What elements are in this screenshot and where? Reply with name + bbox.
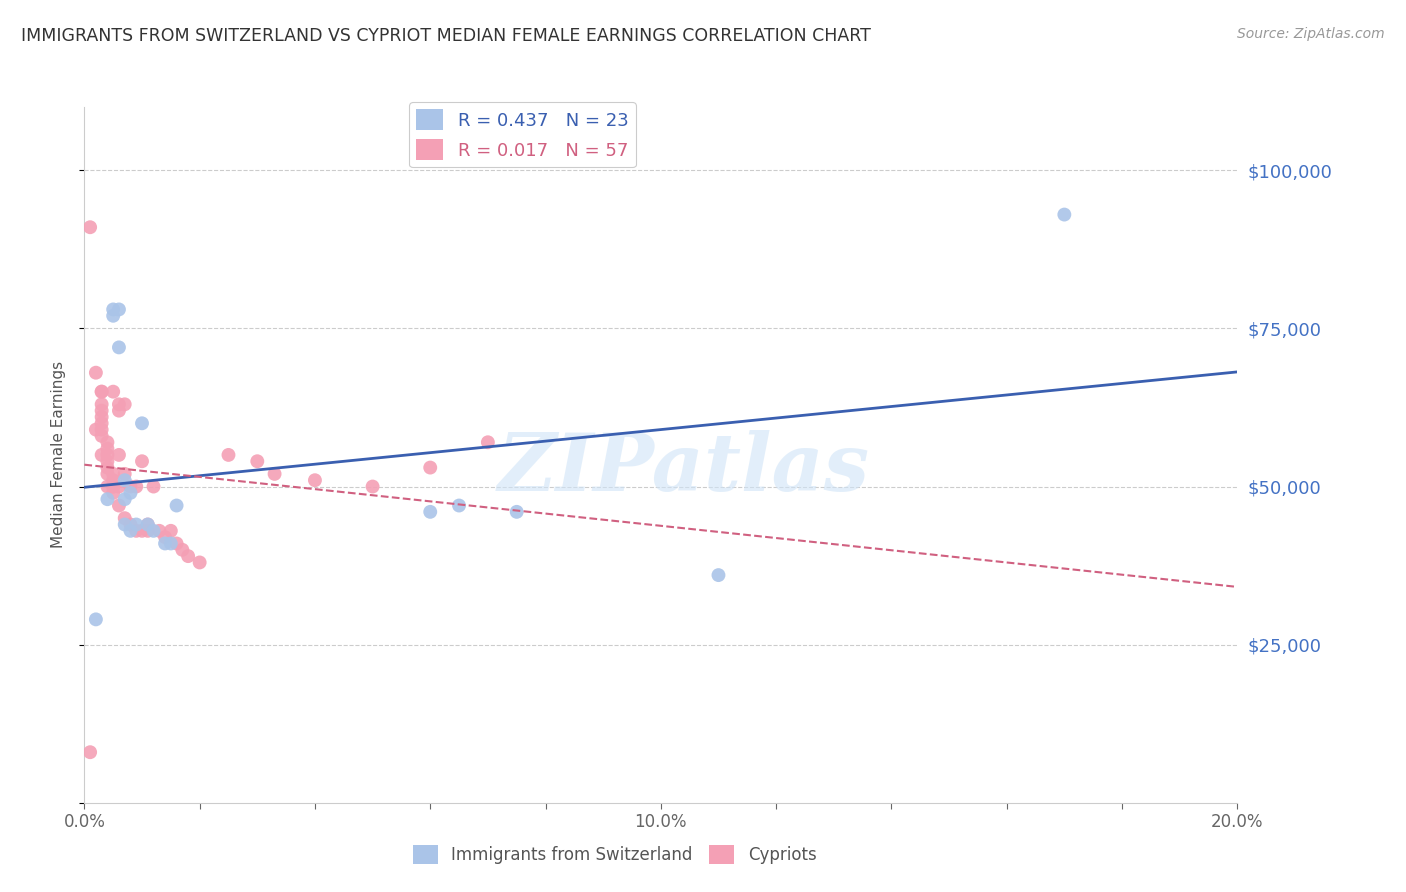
Point [90, 409, 112, 424]
Point [148, 524, 170, 538]
Point [90, 384, 112, 399]
Point [114, 511, 136, 525]
Point [90, 417, 112, 431]
Point [103, 384, 125, 399]
Point [103, 467, 125, 481]
Point [166, 499, 188, 513]
Point [90, 384, 112, 399]
Point [114, 467, 136, 481]
Point [153, 530, 176, 544]
Text: ZIPatlas: ZIPatlas [498, 430, 870, 508]
Point [506, 505, 529, 519]
Point [304, 473, 326, 487]
Point [96, 460, 118, 475]
Point [263, 467, 285, 481]
Y-axis label: Median Female Earnings: Median Female Earnings [51, 361, 66, 549]
Point [166, 536, 188, 550]
Point [84, 423, 107, 437]
Point [447, 499, 470, 513]
Point [103, 479, 125, 493]
Legend: Immigrants from Switzerland, Cypriots: Immigrants from Switzerland, Cypriots [406, 838, 823, 871]
Text: IMMIGRANTS FROM SWITZERLAND VS CYPRIOT MEDIAN FEMALE EARNINGS CORRELATION CHART: IMMIGRANTS FROM SWITZERLAND VS CYPRIOT M… [21, 27, 870, 45]
Point [125, 524, 148, 538]
Point [108, 499, 131, 513]
Point [120, 517, 142, 532]
Point [160, 536, 183, 550]
Point [96, 479, 118, 493]
Point [131, 417, 153, 431]
Point [96, 435, 118, 450]
Point [131, 524, 153, 538]
Point [96, 442, 118, 456]
Point [218, 448, 240, 462]
Text: Source: ZipAtlas.com: Source: ZipAtlas.com [1237, 27, 1385, 41]
Point [84, 612, 107, 626]
Point [114, 492, 136, 507]
Point [125, 517, 148, 532]
Point [177, 549, 200, 563]
Point [96, 467, 118, 481]
Point [172, 542, 194, 557]
Point [90, 397, 112, 411]
Point [103, 309, 125, 323]
Point [108, 479, 131, 493]
Point [1053, 208, 1076, 222]
Point [96, 454, 118, 468]
Point [114, 397, 136, 411]
Point [103, 302, 125, 317]
Point [103, 486, 125, 500]
Point [419, 505, 441, 519]
Point [707, 568, 730, 582]
Point [84, 366, 107, 380]
Point [136, 524, 159, 538]
Point [153, 536, 176, 550]
Point [108, 397, 131, 411]
Point [120, 479, 142, 493]
Point [477, 435, 499, 450]
Point [136, 517, 159, 532]
Point [108, 448, 131, 462]
Point [79, 220, 101, 235]
Point [90, 423, 112, 437]
Point [361, 479, 384, 493]
Point [90, 403, 112, 417]
Point [108, 302, 131, 317]
Point [103, 479, 125, 493]
Point [114, 517, 136, 532]
Point [120, 524, 142, 538]
Point [90, 448, 112, 462]
Point [114, 473, 136, 487]
Point [90, 429, 112, 443]
Point [142, 524, 165, 538]
Point [131, 454, 153, 468]
Point [96, 492, 118, 507]
Point [419, 460, 441, 475]
Point [188, 556, 211, 570]
Point [160, 524, 183, 538]
Point [103, 473, 125, 487]
Point [108, 340, 131, 354]
Point [79, 745, 101, 759]
Point [136, 517, 159, 532]
Point [120, 486, 142, 500]
Point [125, 479, 148, 493]
Point [96, 448, 118, 462]
Point [246, 454, 269, 468]
Point [142, 479, 165, 493]
Point [108, 403, 131, 417]
